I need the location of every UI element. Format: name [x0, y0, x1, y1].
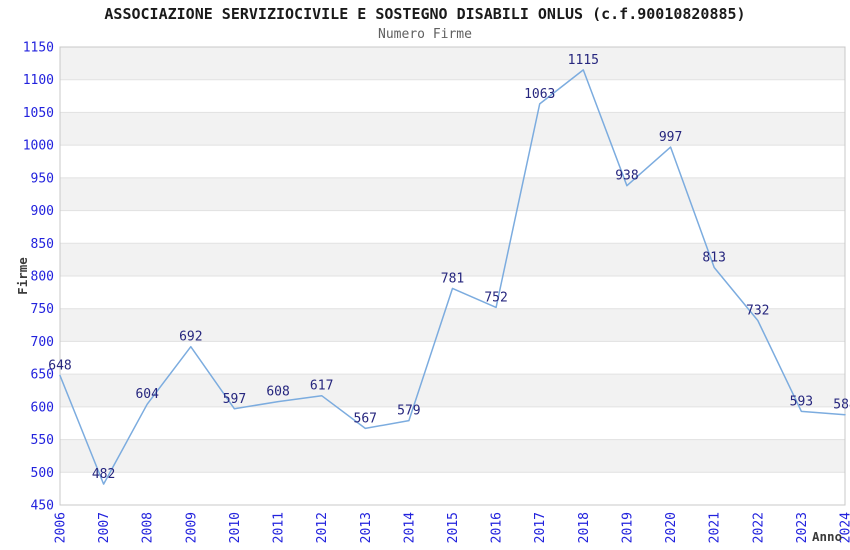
plot-band [60, 243, 845, 276]
y-tick-label: 1150 [23, 41, 54, 56]
x-tick-label: 2006 [54, 512, 69, 543]
x-axis-tick-labels: 2006 2007 2008 2009 2010 2011 2012 2013 2014 2015… [54, 512, 850, 543]
x-tick-label: 2023 [795, 512, 810, 543]
x-axis-title: Anno [812, 529, 842, 544]
data-point-label: 604 [135, 387, 159, 402]
x-tick-label: 2015 [446, 512, 461, 543]
data-point-label: 482 [92, 467, 115, 482]
data-point-label: 997 [659, 130, 682, 145]
data-point-label: 608 [266, 385, 289, 400]
data-point-label: 588 [833, 398, 850, 413]
plot-band [60, 177, 845, 211]
plot-band [60, 79, 845, 113]
y-tick-label: 750 [31, 302, 54, 317]
plot-band [60, 439, 845, 473]
plot-band [60, 341, 845, 375]
data-point-label: 692 [179, 330, 202, 345]
data-point-label: 567 [354, 411, 377, 426]
plot-band [60, 276, 845, 309]
y-tick-label: 900 [31, 204, 54, 219]
y-tick-label: 950 [31, 171, 54, 186]
x-tick-label: 2009 [184, 512, 199, 543]
plot-band [60, 210, 845, 244]
data-point-label: 593 [790, 394, 813, 409]
x-tick-label: 2014 [402, 512, 417, 543]
plot-band [60, 406, 845, 440]
data-point-label: 597 [223, 392, 246, 407]
y-tick-label: 650 [31, 368, 54, 383]
y-axis-title: Firme [15, 257, 30, 295]
x-tick-label: 2011 [272, 512, 287, 543]
plot-band [60, 308, 845, 342]
y-tick-label: 700 [31, 335, 54, 350]
data-point-label: 648 [48, 358, 71, 373]
plot-bands [60, 47, 845, 505]
data-point-label: 938 [615, 169, 638, 184]
chart-subtitle: Numero Firme [378, 27, 472, 42]
plot-band [60, 472, 845, 505]
data-point-label: 617 [310, 379, 333, 394]
chart-title: ASSOCIAZIONE SERVIZIOCIVILE E SOSTEGNO D… [104, 5, 746, 23]
y-tick-label: 600 [31, 400, 54, 415]
data-series-line [59, 69, 846, 485]
y-tick-label: 800 [31, 270, 54, 285]
x-tick-label: 2024 [839, 512, 850, 543]
y-tick-label: 1100 [23, 73, 54, 88]
x-tick-label: 2013 [359, 512, 374, 543]
y-tick-label: 500 [31, 466, 54, 481]
plot-band [60, 47, 845, 80]
data-point-label: 732 [746, 303, 769, 318]
data-point-label: 1115 [568, 53, 599, 68]
y-tick-label: 1050 [23, 106, 54, 121]
plot-band [60, 145, 845, 178]
x-tick-label: 2020 [664, 512, 679, 543]
x-tick-label: 2012 [315, 512, 330, 543]
x-tick-label: 2022 [751, 512, 766, 543]
y-tick-label: 1000 [23, 139, 54, 154]
data-point-label: 813 [702, 250, 725, 265]
x-tick-label: 2019 [620, 512, 635, 543]
plot-band [60, 112, 845, 146]
data-point-labels: 648 482 604 692 597 608 617 567 579 781 752 1063 111… [48, 53, 850, 482]
gridlines [60, 79, 845, 473]
x-tick-label: 2010 [228, 512, 243, 543]
x-tick-label: 2021 [708, 512, 723, 543]
data-point-label: 781 [441, 271, 464, 286]
x-tick-label: 2016 [490, 512, 505, 543]
y-axis-tick-labels: 450 500 550 600 650 700 750 800 850 900 950 1000 105… [23, 41, 54, 514]
data-point-label: 579 [397, 404, 420, 419]
x-tick-label: 2017 [533, 512, 548, 543]
plot-border [59, 46, 846, 506]
data-series [59, 69, 846, 485]
y-tick-label: 850 [31, 237, 54, 252]
data-point-label: 1063 [524, 87, 555, 102]
x-tick-label: 2018 [577, 512, 592, 543]
y-tick-label: 550 [31, 433, 54, 448]
x-tick-label: 2007 [97, 512, 112, 543]
plot-band [60, 374, 845, 407]
y-tick-label: 450 [31, 499, 54, 514]
data-point-label: 752 [484, 290, 507, 305]
x-tick-label: 2008 [141, 512, 156, 543]
